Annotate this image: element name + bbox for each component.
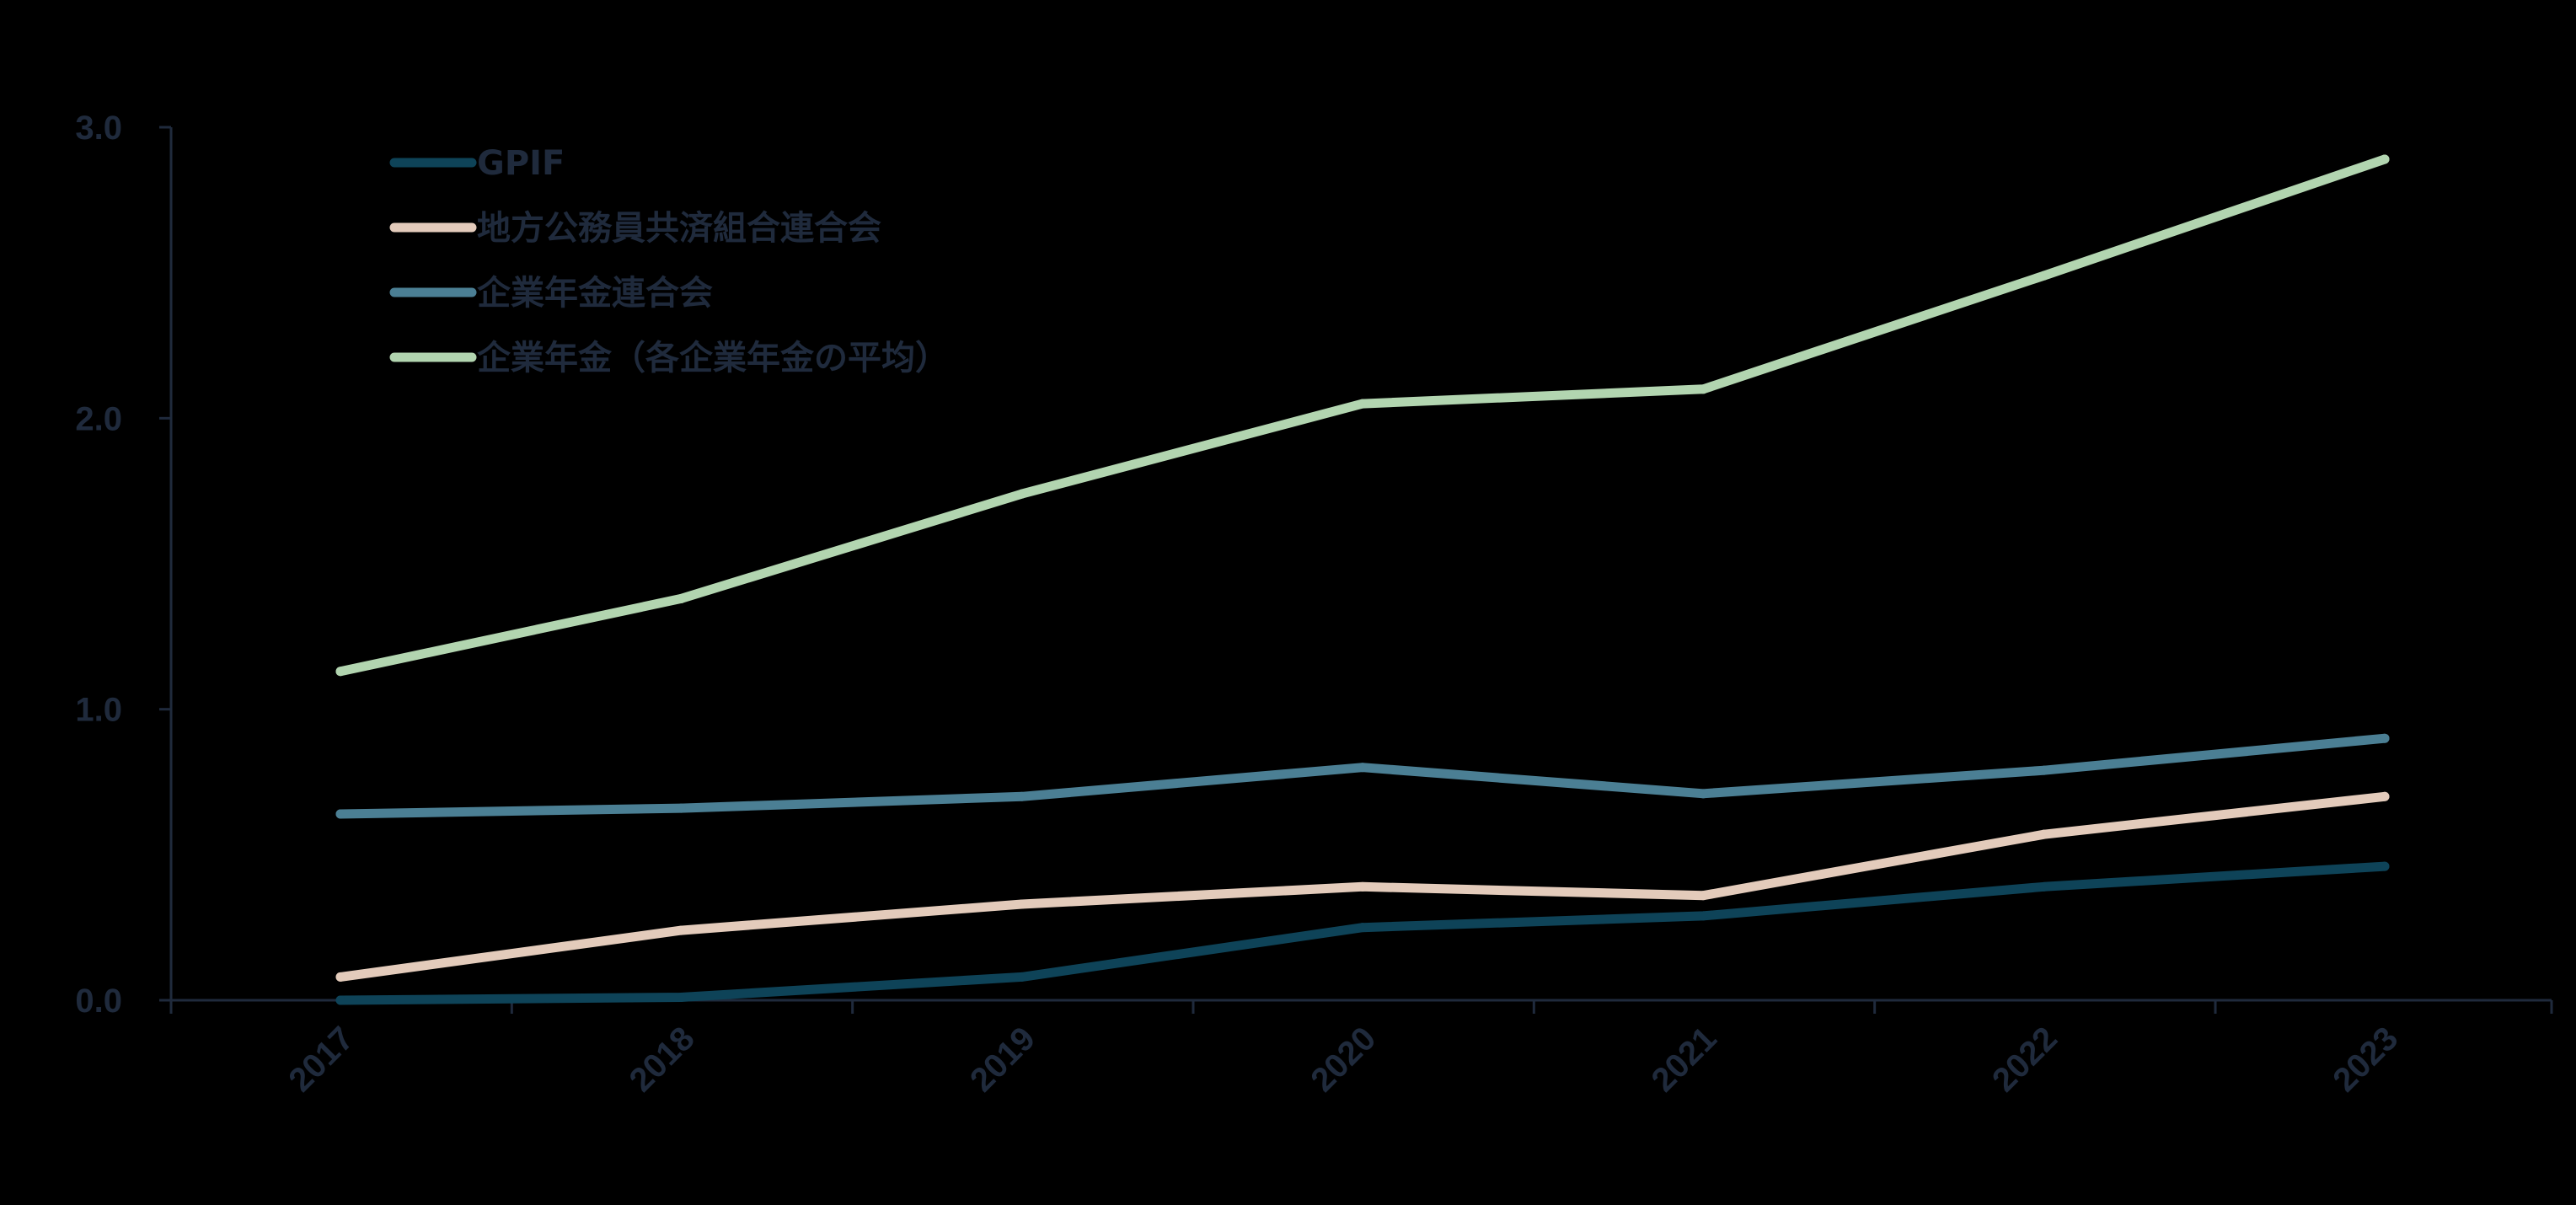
legend-label: GPIF — [477, 144, 565, 183]
data-point — [2380, 861, 2390, 871]
y-tick-label: 3.0 — [75, 110, 122, 147]
legend-label: 地方公務員共済組合連合会 — [477, 209, 881, 248]
data-point — [335, 995, 345, 1005]
series-line-2 — [335, 733, 2390, 819]
x-tick-label: 2020 — [1304, 1020, 1383, 1099]
legend-label: 企業年金（各企業年金の平均） — [477, 339, 949, 378]
data-point — [2039, 881, 2049, 892]
data-point — [1358, 923, 1368, 933]
data-point — [2039, 270, 2049, 281]
data-point — [1698, 891, 1708, 901]
data-point — [1358, 881, 1368, 892]
data-point — [676, 803, 686, 813]
x-tick-label: 2022 — [1985, 1020, 2065, 1099]
x-tick-label: 2019 — [963, 1020, 1042, 1099]
data-point — [2380, 791, 2390, 801]
axes: 0.0 1.0 2.0 3.0 2017 2018 2019 2020 2021 2022 2023 — [75, 110, 2553, 1099]
data-point — [1698, 384, 1708, 394]
y-tick-label: 1.0 — [75, 692, 122, 729]
data-point — [335, 972, 345, 982]
data-point — [2380, 733, 2390, 743]
y-tick-label: 0.0 — [75, 983, 122, 1020]
data-point — [335, 809, 345, 819]
data-point — [1698, 789, 1708, 799]
x-tick-label: 2017 — [281, 1020, 361, 1099]
series-lines — [335, 154, 2390, 1005]
legend-label: 企業年金連合会 — [477, 274, 713, 313]
data-point — [1358, 399, 1368, 409]
x-tick-label: 2018 — [623, 1020, 702, 1099]
y-tick-label: 2.0 — [75, 400, 122, 437]
data-point — [335, 667, 345, 677]
data-point — [1017, 791, 1027, 801]
data-point — [676, 593, 686, 603]
data-point — [676, 925, 686, 935]
x-tick-label: 2023 — [2326, 1020, 2405, 1099]
data-point — [676, 993, 686, 1003]
data-point — [1017, 972, 1027, 982]
data-point — [2380, 154, 2390, 164]
data-point — [1358, 763, 1368, 773]
x-tick-label: 2021 — [1645, 1020, 1724, 1099]
data-point — [2039, 829, 2049, 839]
data-point — [1017, 489, 1027, 499]
data-point — [2039, 765, 2049, 775]
data-point — [1698, 911, 1708, 921]
data-point — [1017, 899, 1027, 909]
